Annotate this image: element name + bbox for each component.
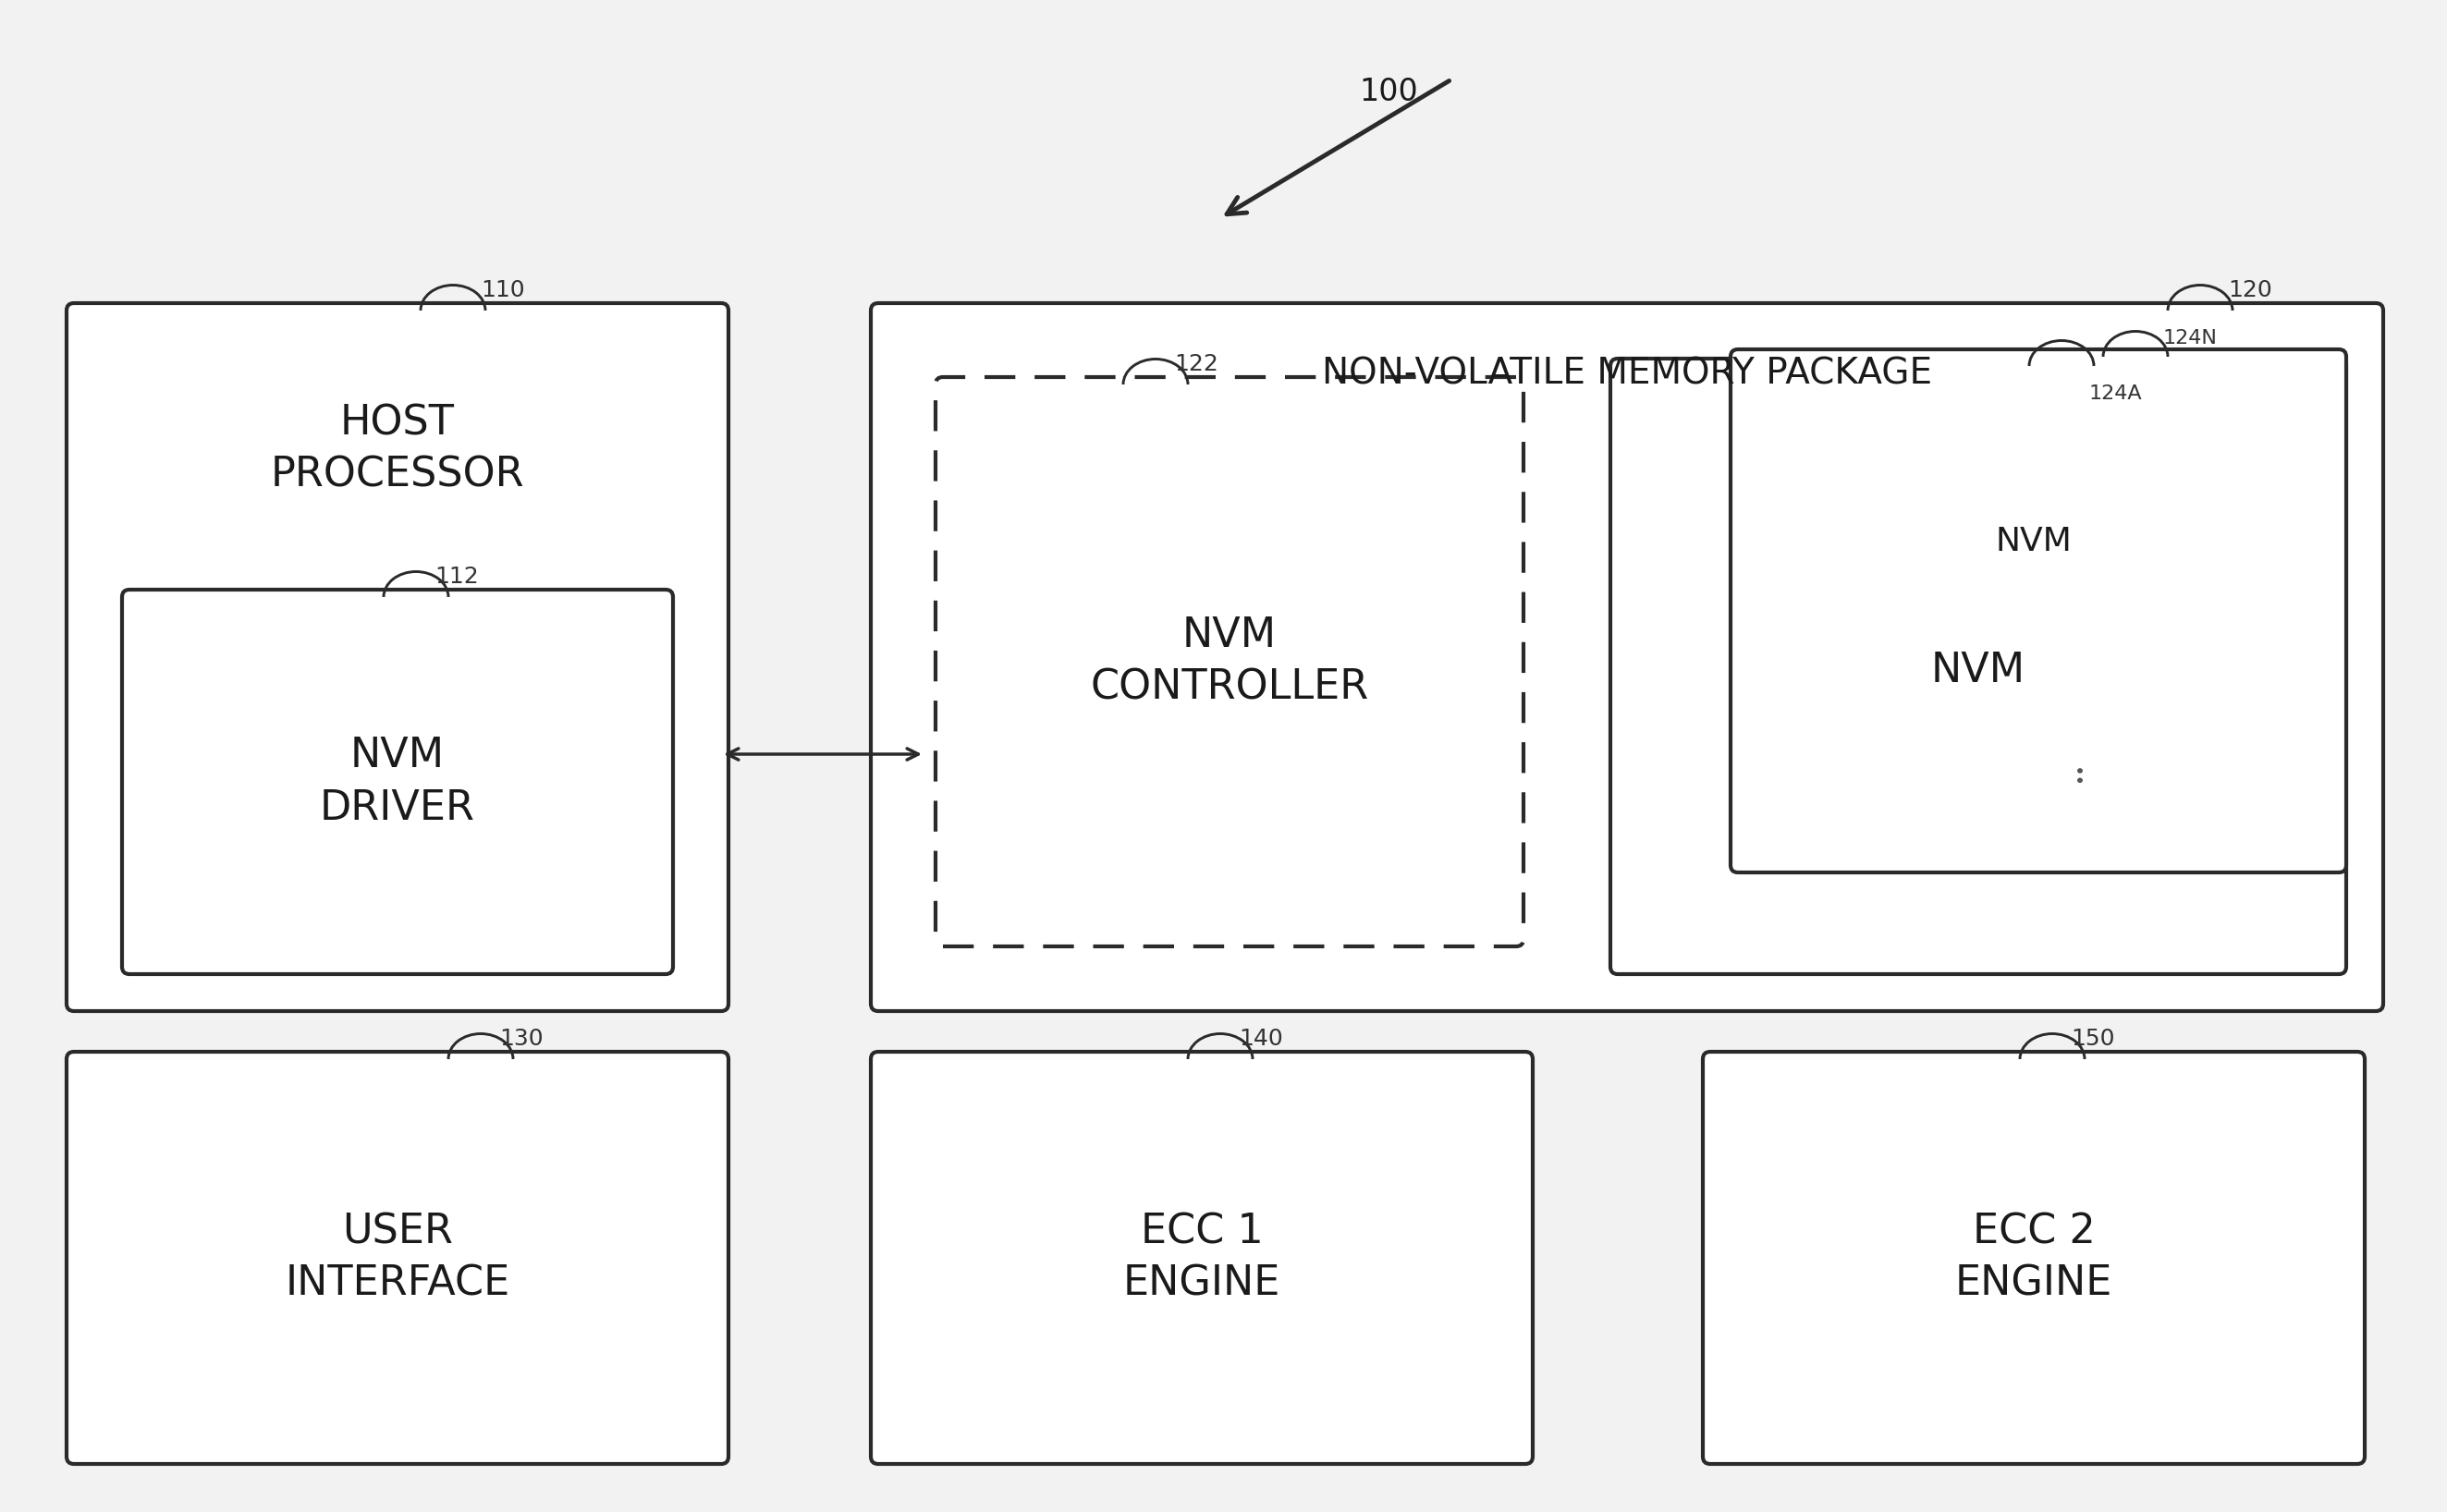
Text: USER
INTERFACE: USER INTERFACE <box>284 1211 509 1303</box>
Text: NON-VOLATILE MEMORY PACKAGE: NON-VOLATILE MEMORY PACKAGE <box>1321 357 1933 392</box>
Text: NVM
DRIVER: NVM DRIVER <box>321 736 475 829</box>
Text: 122: 122 <box>1175 352 1219 375</box>
Text: 100: 100 <box>1358 77 1417 107</box>
Text: ••: •• <box>2070 762 2090 783</box>
Text: 110: 110 <box>480 280 524 301</box>
FancyBboxPatch shape <box>871 1052 1532 1464</box>
Text: ECC 1
ENGINE: ECC 1 ENGINE <box>1123 1211 1280 1303</box>
Text: 124N: 124N <box>2163 330 2217 348</box>
FancyBboxPatch shape <box>1610 358 2347 974</box>
Text: 130: 130 <box>499 1028 543 1049</box>
Text: NVM
CONTROLLER: NVM CONTROLLER <box>1091 615 1368 708</box>
Text: ECC 2
ENGINE: ECC 2 ENGINE <box>1955 1211 2112 1303</box>
FancyBboxPatch shape <box>66 302 729 1012</box>
FancyBboxPatch shape <box>66 1052 729 1464</box>
Text: NVM: NVM <box>1994 526 2073 558</box>
Text: 140: 140 <box>1238 1028 1282 1049</box>
FancyBboxPatch shape <box>1703 1052 2364 1464</box>
Text: NVM: NVM <box>1931 652 2026 691</box>
FancyBboxPatch shape <box>122 590 673 974</box>
FancyBboxPatch shape <box>935 376 1524 947</box>
Text: 150: 150 <box>2070 1028 2114 1049</box>
Text: 120: 120 <box>2227 280 2273 301</box>
Text: HOST
PROCESSOR: HOST PROCESSOR <box>272 404 524 496</box>
Text: 112: 112 <box>436 565 480 588</box>
FancyBboxPatch shape <box>871 302 2383 1012</box>
FancyBboxPatch shape <box>1730 349 2347 872</box>
Text: 124A: 124A <box>2090 384 2144 404</box>
